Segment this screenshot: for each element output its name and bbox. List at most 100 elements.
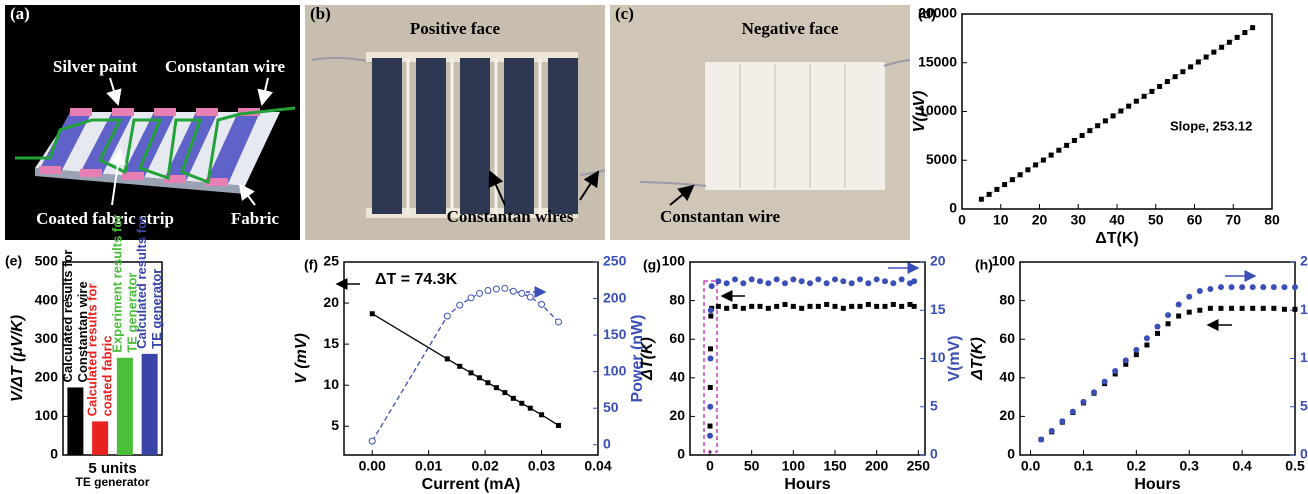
point <box>1197 307 1203 313</box>
point <box>369 311 375 317</box>
point <box>1270 284 1277 291</box>
y-tick-label: 300 <box>35 330 59 346</box>
point <box>840 278 847 285</box>
point <box>724 305 730 311</box>
x-tick-label: 0.3 <box>1179 458 1199 474</box>
y-axis-label: ΔT(K) <box>639 337 656 381</box>
y2-axis-label: Power (nW) <box>629 315 646 403</box>
callout: Constantan wire <box>660 207 781 226</box>
point <box>467 294 475 302</box>
point <box>1250 305 1256 311</box>
plot-frame <box>689 261 926 456</box>
point <box>1133 98 1139 104</box>
point <box>749 303 755 309</box>
y2-tick-label: 0 <box>1300 446 1308 462</box>
panel-label: (f) <box>304 257 318 273</box>
point <box>1112 368 1119 375</box>
y-tick-label: 20 <box>999 407 1015 423</box>
x-tick-label: 0.1 <box>1074 458 1094 474</box>
point <box>1118 108 1124 114</box>
point <box>1260 284 1267 291</box>
plot-frame <box>62 261 163 456</box>
point <box>1172 74 1178 80</box>
point <box>1196 287 1203 294</box>
callout: Silver paint <box>53 57 138 76</box>
point <box>707 355 714 362</box>
point <box>1207 286 1214 293</box>
y-tick-label: 80 <box>669 291 685 307</box>
point <box>1195 59 1201 65</box>
panel-label: (h) <box>975 257 993 273</box>
callout: Fabric <box>231 209 280 228</box>
point <box>554 318 562 326</box>
bar-label: Constantan wire <box>75 281 90 382</box>
point <box>1239 284 1246 291</box>
point <box>1144 342 1150 348</box>
point <box>1133 352 1139 358</box>
y-tick-label: 100 <box>992 253 1016 269</box>
x-tick-label: 0.4 <box>1232 458 1252 474</box>
point <box>468 370 474 376</box>
x-axis-label: 5 units <box>88 460 136 477</box>
point <box>1207 305 1213 311</box>
point <box>1217 284 1224 291</box>
point <box>1069 408 1076 415</box>
bar <box>67 387 84 455</box>
y2-tick-label: 0 <box>930 446 938 462</box>
point <box>799 305 805 311</box>
point <box>538 300 546 308</box>
point <box>832 303 838 309</box>
y2-tick-label: 10 <box>930 349 946 365</box>
point <box>865 301 871 307</box>
y-tick-label: 60 <box>999 330 1015 346</box>
point <box>1260 305 1266 311</box>
y2-tick-label: 100 <box>603 362 627 378</box>
point <box>1211 49 1217 55</box>
x-tick-label: 0.00 <box>359 458 386 474</box>
point <box>485 380 491 386</box>
point <box>1188 64 1194 70</box>
point <box>1175 301 1182 308</box>
bar-label: coated fabric <box>100 335 115 416</box>
x-tick-label: 0.0 <box>1021 458 1041 474</box>
point <box>1059 418 1066 425</box>
point <box>849 303 855 309</box>
point <box>1249 284 1256 291</box>
point <box>707 403 714 410</box>
point <box>732 303 738 309</box>
point <box>1186 293 1193 300</box>
point <box>509 287 517 295</box>
x-tick-label: 30 <box>1070 212 1086 228</box>
y-tick-label: 500 <box>35 253 59 269</box>
y-tick-label: 15 <box>323 335 339 351</box>
point <box>539 412 545 418</box>
point <box>740 305 746 311</box>
point <box>773 276 780 283</box>
x-axis-label: Hours <box>784 476 830 493</box>
point <box>782 301 788 307</box>
point <box>715 303 721 309</box>
point <box>899 303 905 309</box>
panel-label: (g) <box>643 257 661 273</box>
photo-panel: (c) Negative face Constantan wire <box>610 4 911 240</box>
point <box>823 280 830 287</box>
point <box>518 289 526 297</box>
y2-tick-label: 20 <box>930 253 946 269</box>
y-tick-label: 5 <box>331 417 339 433</box>
point <box>1009 177 1015 183</box>
point <box>1239 305 1245 311</box>
point <box>1002 182 1008 188</box>
y-tick-label: 10 <box>323 376 339 392</box>
point <box>1155 330 1160 336</box>
point <box>526 293 534 301</box>
x-axis-label: ΔT(K) <box>1095 230 1138 247</box>
y-tick-label: 100 <box>35 407 59 423</box>
bar-label: TE generator <box>149 269 164 349</box>
point <box>898 276 905 283</box>
x-tick-label: 60 <box>1187 212 1203 228</box>
y2-tick-label: 0 <box>603 435 611 451</box>
point <box>1228 284 1235 291</box>
y-tick-label: 100 <box>662 253 686 269</box>
bar <box>92 421 109 455</box>
x-tick-label: 0 <box>958 212 966 228</box>
